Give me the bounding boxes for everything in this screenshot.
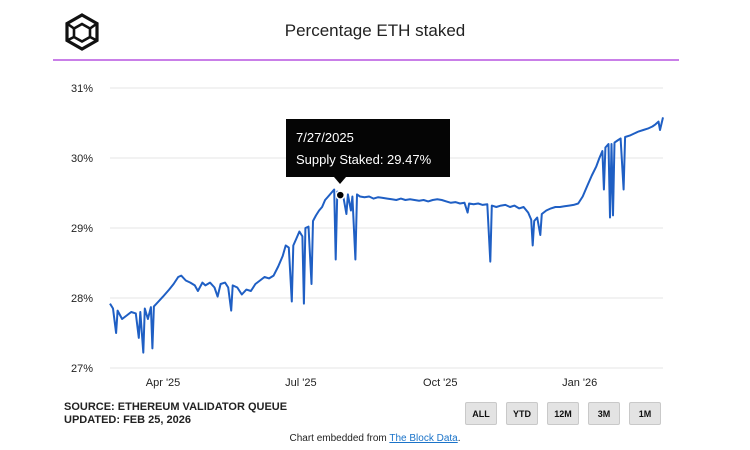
range-all-button[interactable]: ALL	[465, 402, 497, 425]
chart-title: Percentage ETH staked	[284, 21, 466, 40]
range-ytd-button[interactable]: YTD	[506, 402, 538, 425]
range-12m-button[interactable]: 12M	[547, 402, 579, 425]
embed-prefix: Chart embedded from	[289, 433, 390, 444]
y-tick-label: 28%	[71, 293, 93, 305]
source-note: SOURCE: ETHEREUM VALIDATOR QUEUE UPDATED…	[64, 401, 287, 427]
range-selector: ALL YTD 12M 3M 1M	[465, 402, 661, 425]
x-tick-label: Oct '25	[423, 377, 458, 389]
x-tick-label: Apr '25	[146, 377, 181, 389]
the-block-cube-logo-icon[interactable]	[62, 12, 102, 52]
data-tooltip: 7/27/2025 Supply Staked: 29.47%	[286, 119, 450, 177]
y-tick-label: 31%	[71, 83, 93, 95]
y-tick-label: 27%	[71, 363, 93, 375]
x-tick-label: Jan '26	[562, 377, 597, 389]
range-3m-button[interactable]: 3M	[588, 402, 620, 425]
series-line	[109, 117, 664, 354]
embed-credit: Chart embedded from The Block Data.	[0, 433, 750, 444]
y-tick-label: 29%	[71, 223, 93, 235]
tooltip-date: 7/27/2025	[296, 130, 354, 145]
updated-line: UPDATED: FEB 25, 2026	[64, 414, 191, 426]
highlight-point	[335, 190, 346, 200]
embed-suffix: .	[457, 433, 461, 444]
title-divider	[53, 59, 679, 61]
source-line: SOURCE: ETHEREUM VALIDATOR QUEUE	[64, 401, 288, 413]
the-block-data-link[interactable]: The Block Data	[389, 433, 458, 444]
tooltip-value: Supply Staked: 29.47%	[296, 152, 432, 167]
x-tick-label: Jul '25	[285, 377, 316, 389]
tooltip-pointer	[334, 177, 347, 184]
range-1m-button[interactable]: 1M	[629, 402, 661, 425]
y-tick-label: 30%	[71, 153, 93, 165]
